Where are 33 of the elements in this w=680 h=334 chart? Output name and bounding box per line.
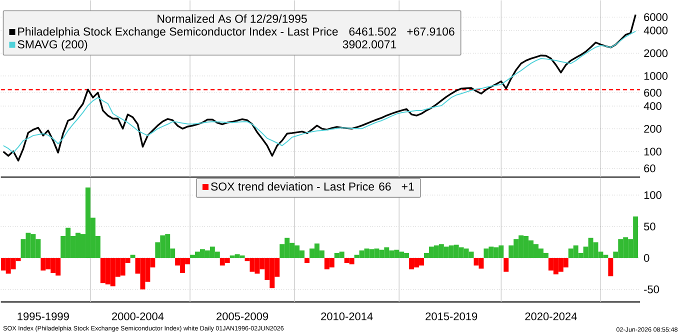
legend-label: SOX trend deviation - Last Price xyxy=(211,182,374,191)
y-tick-label: 50 xyxy=(644,222,656,230)
y-tick-label: 400 xyxy=(644,102,662,110)
x-tick-label: 2010-2014 xyxy=(321,312,373,320)
y-tick-label: 600 xyxy=(644,88,662,97)
y-tick-label: 100 xyxy=(644,148,662,156)
y-tick-label: 2000 xyxy=(644,49,668,58)
bar xyxy=(608,258,614,276)
x-tick-label: 1995-1999 xyxy=(18,312,69,320)
annotation: 3902.0071 xyxy=(342,40,396,48)
y-tick-label: 100 xyxy=(644,191,662,200)
y-tick-label: -50 xyxy=(644,286,660,294)
bar xyxy=(130,254,136,258)
x-tick-label: 2020-2024 xyxy=(525,312,577,320)
y-tick-label: 60 xyxy=(644,164,656,172)
x-tick-label: 2000-2004 xyxy=(112,312,164,320)
bar xyxy=(504,258,509,272)
annotation: 66 xyxy=(379,182,391,191)
legend-label: Philadelphia Stock Exchange Semiconductor Index - Last Price xyxy=(18,27,338,38)
y-tick-label: 4000 xyxy=(644,26,668,34)
y-tick-label: 1000 xyxy=(644,72,668,80)
y-tick-label: 0 xyxy=(644,254,650,262)
legend-title: Normalized As Of 12/29/1995 xyxy=(158,14,307,23)
y-tick-label: 200 xyxy=(644,125,662,133)
annotation: 6461.502 xyxy=(349,28,396,36)
line-series xyxy=(2,14,636,162)
legend-label: SMAVG (200) xyxy=(18,40,88,51)
x-tick-label: 2015-2019 xyxy=(426,312,478,320)
annotation: +1 xyxy=(402,182,414,191)
y-tick-label: 6000 xyxy=(644,13,668,22)
bar xyxy=(304,258,310,264)
annotation: +67.9106 xyxy=(407,28,454,36)
x-tick-label: 2005-2009 xyxy=(216,312,268,320)
